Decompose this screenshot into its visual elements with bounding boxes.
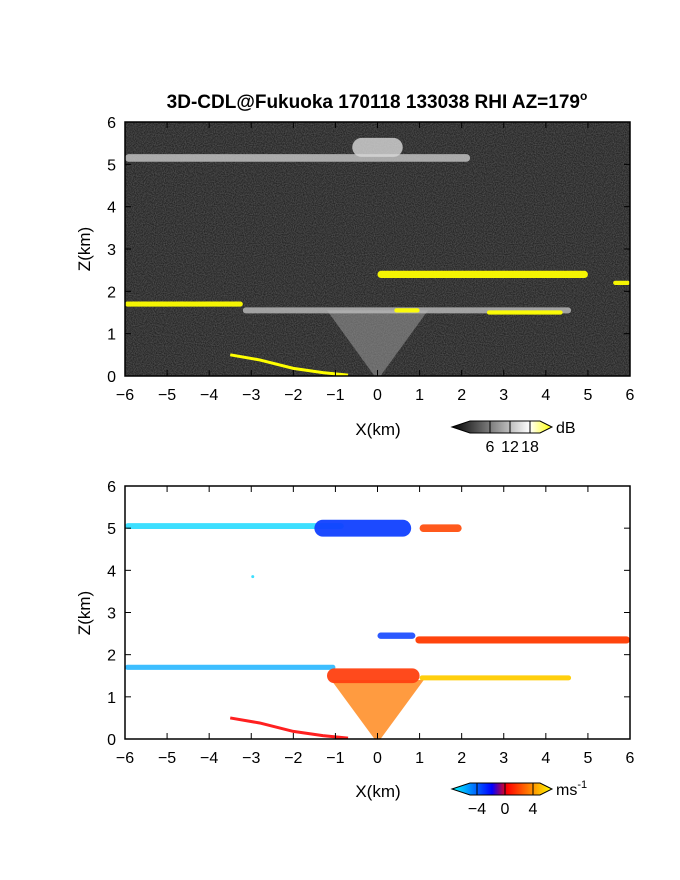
reflectivity-y-tick-label: 5	[107, 157, 116, 174]
velocity-colorbar-bar	[450, 782, 554, 796]
velocity-x-tick-label: 1	[415, 750, 424, 767]
reflectivity-x-tick-label: −5	[158, 387, 176, 404]
reflectivity-x-tick-label: −3	[242, 387, 260, 404]
reflectivity-x-tick-label: 1	[415, 387, 424, 404]
velocity-panel: −6 −5 −4 −3 −2 −1 0 1 2 3 4 5 6 0 1 2 3 4 5 6 X(km) Z(km) m…	[75, 479, 635, 818]
velocity-y-tick-label: 3	[107, 606, 116, 623]
velocity-echo-layer-7	[327, 668, 420, 684]
reflectivity-colorbar-tick-label: 18	[521, 439, 539, 456]
velocity-y-tick-label: 4	[107, 563, 116, 580]
reflectivity-cone-echo	[327, 310, 428, 376]
reflectivity-x-tick-label: −1	[326, 387, 344, 404]
reflectivity-y-tick-label: 2	[107, 284, 116, 301]
reflectivity-slant-echo	[229, 353, 349, 376]
velocity-echo-layer-1	[314, 519, 412, 537]
reflectivity-echo-layer-1	[352, 137, 403, 157]
velocity-y-tick-label: 2	[107, 648, 116, 665]
velocity-x-tick-label: 2	[457, 750, 466, 767]
reflectivity-colorbar-unit: dB	[556, 420, 576, 437]
velocity-y-tick-label: 0	[107, 732, 116, 749]
reflectivity-x-tick-label: 4	[541, 387, 550, 404]
reflectivity-x-tick-label: −2	[284, 387, 302, 404]
velocity-x-tick-label: −4	[200, 750, 218, 767]
velocity-slant-echo	[229, 716, 349, 739]
velocity-echo-layer-5	[415, 636, 630, 644]
reflectivity-echo-layer-2	[377, 270, 588, 278]
velocity-x-tick-label: 4	[541, 750, 550, 767]
reflectivity-echo-layer-0	[125, 154, 471, 162]
reflectivity-x-tick-label: 6	[626, 387, 635, 404]
reflectivity-x-tick-label: 0	[373, 387, 382, 404]
velocity-colorbar: ms-1 −4 0 4	[450, 779, 587, 818]
reflectivity-x-tick-label: 5	[583, 387, 592, 404]
velocity-echo-layer-8	[419, 675, 572, 681]
velocity-colorbar-tick-label: 0	[501, 801, 510, 818]
reflectivity-echo-layer-6	[394, 308, 420, 313]
velocity-colorbar-tick-label: −4	[468, 801, 486, 818]
reflectivity-x-axis-label: X(km)	[355, 420, 400, 439]
velocity-x-tick-label: −6	[116, 750, 134, 767]
reflectivity-y-tick-label: 1	[107, 327, 116, 344]
reflectivity-y-tick-label: 0	[107, 369, 116, 386]
velocity-y-tick-label: 6	[107, 479, 116, 496]
velocity-x-tick-label: −1	[326, 750, 344, 767]
reflectivity-echo-layer-3	[613, 280, 630, 285]
velocity-x-axis-label: X(km)	[355, 782, 400, 801]
reflectivity-x-tick-label: 3	[499, 387, 508, 404]
reflectivity-y-tick-label: 6	[107, 115, 116, 132]
velocity-x-tick-label: −3	[242, 750, 260, 767]
velocity-echo-layer-4	[377, 632, 416, 639]
reflectivity-y-tick-label: 4	[107, 200, 116, 217]
velocity-colorbar-tick-label: 4	[529, 801, 538, 818]
reflectivity-x-tick-label: 2	[457, 387, 466, 404]
reflectivity-x-tick-label: −4	[200, 387, 218, 404]
velocity-echo-layer-3	[251, 575, 255, 579]
reflectivity-y-tick-label: 3	[107, 242, 116, 259]
velocity-x-tick-label: 6	[626, 750, 635, 767]
figure-title: 3D-CDL@Fukuoka 170118 133038 RHI AZ=179o	[167, 89, 588, 113]
velocity-cone-echo	[331, 679, 424, 739]
velocity-x-tick-label: −2	[284, 750, 302, 767]
velocity-y-tick-label: 5	[107, 521, 116, 538]
reflectivity-colorbar: dB 6 12 18	[450, 420, 576, 456]
velocity-y-tick-label: 1	[107, 690, 116, 707]
reflectivity-x-tick-label: −6	[116, 387, 134, 404]
velocity-echo-layer-2	[419, 524, 462, 532]
velocity-echo-layer-6	[125, 664, 336, 670]
reflectivity-echo-layer-4	[125, 301, 243, 307]
velocity-x-tick-label: 5	[583, 750, 592, 767]
reflectivity-colorbar-bar	[450, 420, 554, 434]
velocity-x-tick-label: 0	[373, 750, 382, 767]
reflectivity-echo-layer-7	[486, 310, 563, 315]
reflectivity-colorbar-tick-label: 6	[486, 439, 495, 456]
velocity-colorbar-unit: ms-1	[556, 779, 587, 799]
velocity-echo-layer-0	[125, 523, 344, 530]
reflectivity-colorbar-tick-label: 12	[501, 439, 519, 456]
velocity-y-axis-label: Z(km)	[75, 591, 94, 635]
velocity-x-tick-label: −5	[158, 750, 176, 767]
velocity-x-tick-label: 3	[499, 750, 508, 767]
reflectivity-y-axis-label: Z(km)	[75, 227, 94, 271]
